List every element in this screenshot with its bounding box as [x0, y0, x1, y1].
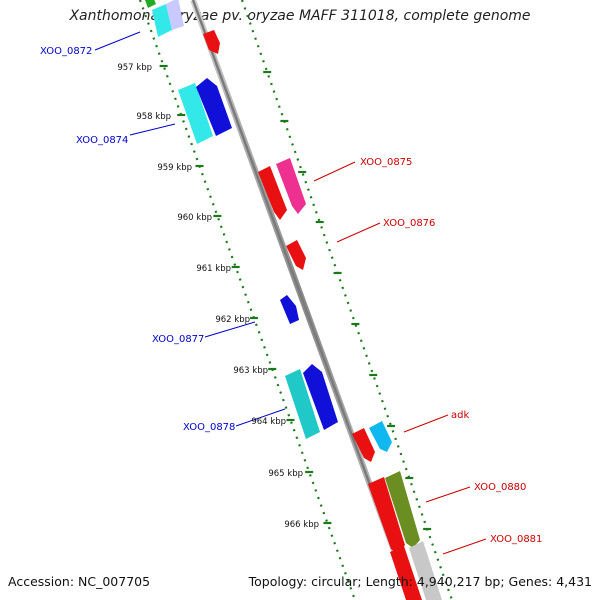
gene-xoo-0874-a[interactable]	[178, 83, 213, 144]
gene-xoo-0881-a[interactable]	[390, 546, 422, 600]
gene-xoo-0875-a[interactable]	[258, 166, 287, 220]
tick-label: 961 kbp	[196, 264, 231, 274]
map-title: Xanthomonas oryzae pv. oryzae MAFF 31101…	[69, 8, 531, 24]
tick-label: 964 kbp	[251, 417, 286, 427]
forward-genes	[142, 0, 338, 439]
reverse-genes	[203, 30, 442, 600]
tick-label: 958 kbp	[136, 112, 171, 122]
tick-label: 960 kbp	[177, 213, 212, 223]
tick-label: 966 kbp	[284, 520, 319, 530]
tick-label: 957 kbp	[117, 63, 152, 73]
tick-labels: 957 kbp 958 kbp 959 kbp 960 kbp 961 kbp 962 k…	[117, 63, 319, 530]
gene-feature[interactable]	[286, 240, 306, 270]
gene-xoo-0881-b[interactable]	[409, 541, 442, 600]
gene-feature[interactable]	[280, 295, 299, 324]
gene-label[interactable]: XOO_0881	[490, 534, 542, 545]
gene-label[interactable]: XOO_0880	[474, 482, 526, 493]
gene-label[interactable]: XOO_0878	[183, 422, 235, 433]
gene-feature[interactable]	[142, 0, 156, 8]
tick-track-reverse	[240, 0, 454, 600]
gene-xoo-0878[interactable]	[303, 364, 338, 430]
gene-label[interactable]: adk	[451, 410, 469, 421]
gene-label[interactable]: XOO_0872	[40, 46, 92, 57]
gene-label[interactable]: XOO_0876	[383, 218, 435, 229]
accession-text: Accession: NC_007705	[8, 574, 151, 589]
tick-label: 963 kbp	[233, 366, 268, 376]
gene-xoo-0877[interactable]	[285, 369, 320, 439]
gene-adk-a[interactable]	[352, 428, 375, 462]
gene-label[interactable]: XOO_0875	[360, 157, 412, 168]
tick-label: 962 kbp	[215, 315, 250, 325]
genome-stats-text: Topology: circular; Length: 4,940,217 bp…	[248, 574, 592, 589]
gene-xoo-0880-a[interactable]	[368, 477, 405, 554]
label-leaders	[94, 31, 487, 555]
gene-label[interactable]: XOO_0874	[76, 135, 128, 146]
gene-feature[interactable]	[166, 0, 184, 30]
gene-xoo-0875-b[interactable]	[276, 158, 306, 214]
gene-labels: XOO_0872 XOO_0874 XOO_0877 XOO_0878 XOO_0875…	[40, 46, 542, 545]
major-ticks	[159, 64, 432, 531]
gene-label[interactable]: XOO_0877	[152, 334, 204, 345]
gene-xoo-0880-b[interactable]	[385, 471, 420, 548]
tick-label: 959 kbp	[157, 163, 192, 173]
tick-label: 965 kbp	[268, 469, 303, 479]
tick-track-forward	[138, 0, 357, 600]
gene-feature[interactable]	[203, 30, 220, 54]
gene-xoo-0872[interactable]	[152, 4, 172, 37]
gene-xoo-0874-b[interactable]	[196, 78, 232, 136]
gene-adk-b[interactable]	[369, 421, 392, 452]
